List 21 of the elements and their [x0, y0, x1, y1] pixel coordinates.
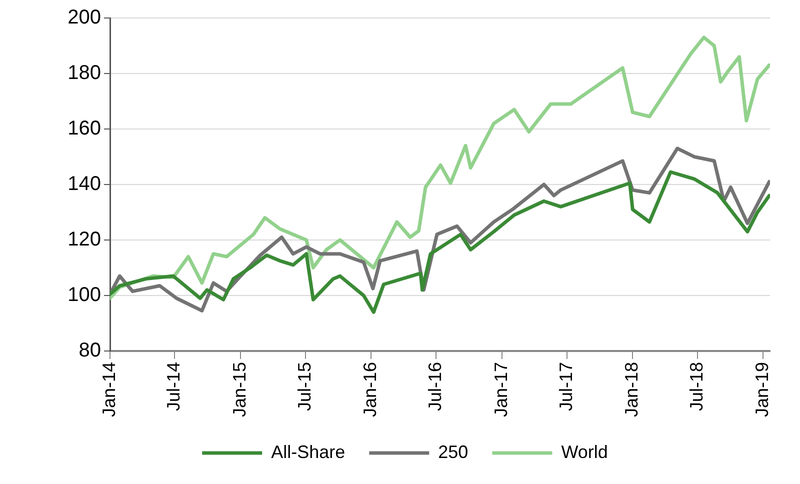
x-tick-label: Jul-18: [686, 362, 706, 411]
y-tick-label: 80: [78, 339, 101, 362]
x-tick-label: Jul-16: [425, 362, 446, 411]
y-tick-label: 100: [68, 284, 101, 306]
x-tick-label: Jan-17: [491, 362, 512, 418]
legend-label: World: [561, 442, 608, 462]
x-tick-label: Jul-15: [294, 362, 314, 411]
y-tick-label: 180: [68, 62, 101, 84]
y-tick-label: 120: [68, 228, 101, 250]
x-tick-label: Jan-15: [230, 362, 250, 418]
legend-label: All-Share: [271, 442, 346, 462]
x-tick-label: Jul-17: [556, 362, 576, 411]
y-tick-label: 160: [68, 118, 101, 140]
x-tick-label: Jan-14: [98, 362, 119, 418]
x-tick-label: Jan-18: [622, 362, 642, 418]
x-tick-label: Jul-14: [164, 362, 184, 411]
x-tick-label: Jan-19: [752, 362, 772, 418]
legend-label: 250: [438, 442, 468, 462]
y-tick-label: 140: [68, 172, 101, 195]
x-tick-label: Jan-16: [360, 362, 380, 418]
y-tick-label: 200: [68, 6, 101, 29]
